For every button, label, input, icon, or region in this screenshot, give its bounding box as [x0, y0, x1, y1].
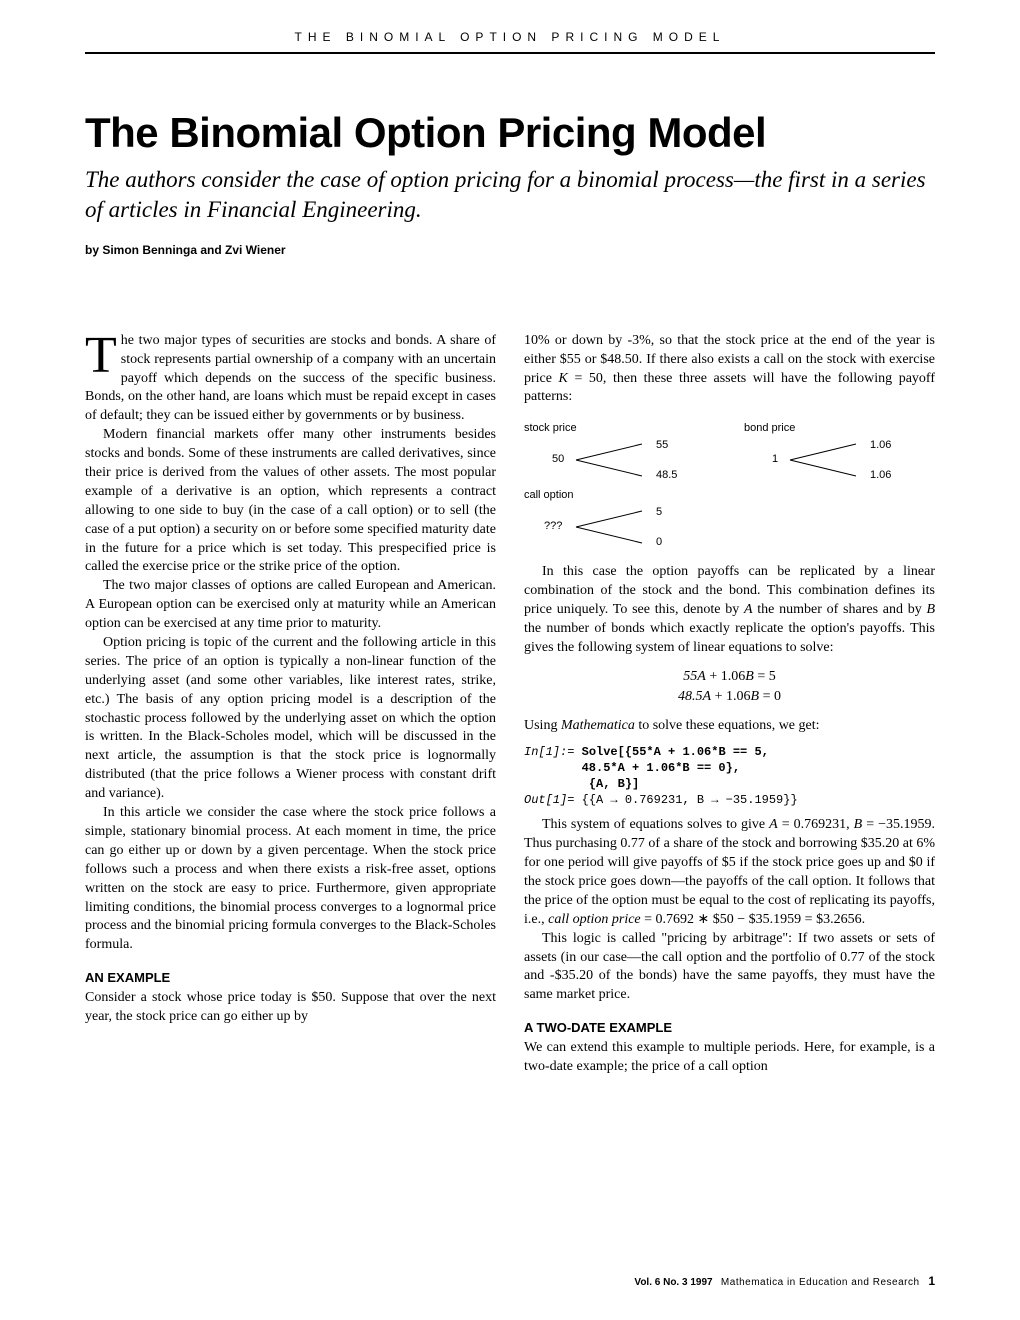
section-heading: A TWO-DATE EXAMPLE	[524, 1019, 935, 1037]
tree-up: 1.06	[870, 438, 891, 453]
tree-up: 55	[656, 438, 668, 453]
code-line: 48.5*A + 1.06*B == 0},	[582, 761, 740, 775]
paragraph: Consider a stock whose price today is $5…	[85, 989, 496, 1027]
page-footer: Vol. 6 No. 3 1997 Mathematica in Educati…	[634, 1274, 935, 1288]
paragraph: Modern financial markets offer many othe…	[85, 426, 496, 577]
code-out-label: Out[1]=	[524, 793, 574, 807]
tree-label: call option	[524, 488, 694, 503]
article-subtitle: The authors consider the case of option …	[85, 165, 935, 225]
footer-journal: Mathematica in Education and Research	[721, 1277, 920, 1288]
paragraph: The two major types of securities are st…	[85, 332, 496, 426]
footer-volume: Vol. 6 No. 3 1997	[634, 1277, 712, 1288]
code-block: In[1]:= Solve[{55*A + 1.06*B == 5, 48.5*…	[524, 744, 935, 809]
code-output: {{A → 0.769231, B → −35.1959}}	[582, 793, 798, 807]
running-head: THE BINOMIAL OPTION PRICING MODEL	[85, 30, 935, 54]
code-line: {A, B}]	[589, 777, 639, 791]
article-title: The Binomial Option Pricing Model	[85, 109, 935, 157]
tree-down: 0	[656, 535, 662, 550]
tree-root: 1	[772, 452, 778, 467]
article-byline: by Simon Benninga and Zvi Wiener	[85, 243, 935, 257]
call-tree: call option ??? 5 0	[524, 488, 694, 549]
footer-page-number: 1	[928, 1274, 935, 1288]
right-column: 10% or down by -3%, so that the stock pr…	[524, 332, 935, 1077]
tree-root: ???	[544, 519, 562, 534]
code-in-label: In[1]:=	[524, 745, 574, 759]
equation: 48.5A + 1.06B = 0	[524, 687, 935, 707]
paragraph: This logic is called "pricing by arbitra…	[524, 930, 935, 1006]
tree-label: bond price	[744, 421, 914, 436]
tree-up: 5	[656, 505, 662, 520]
paragraph: This system of equations solves to give …	[524, 816, 935, 929]
bond-tree: bond price 1 1.06 1.06	[744, 421, 914, 482]
payoff-diagrams: stock price 50 55 48.5 bond price 1	[524, 421, 935, 549]
paragraph: 10% or down by -3%, so that the stock pr…	[524, 332, 935, 408]
equation-block: 55A + 1.06B = 5 48.5A + 1.06B = 0	[524, 667, 935, 706]
paragraph-text: he two major types of securities are sto…	[85, 333, 496, 424]
paragraph: In this article we consider the case whe…	[85, 804, 496, 955]
code-line: Solve[{55*A + 1.06*B == 5,	[582, 745, 769, 759]
left-column: The two major types of securities are st…	[85, 332, 496, 1077]
tree-down: 48.5	[656, 468, 677, 483]
paragraph: The two major classes of options are cal…	[85, 577, 496, 634]
body-columns: The two major types of securities are st…	[85, 332, 935, 1077]
paragraph: Using Mathematica to solve these equatio…	[524, 717, 935, 736]
paragraph: In this case the option payoffs can be r…	[524, 563, 935, 657]
tree-label: stock price	[524, 421, 694, 436]
tree-down: 1.06	[870, 468, 891, 483]
tree-root: 50	[552, 452, 564, 467]
paragraph: Option pricing is topic of the current a…	[85, 634, 496, 804]
stock-tree: stock price 50 55 48.5	[524, 421, 694, 482]
dropcap: T	[85, 332, 121, 378]
equation: 55A + 1.06B = 5	[524, 667, 935, 687]
paragraph: We can extend this example to multiple p…	[524, 1039, 935, 1077]
section-heading: AN EXAMPLE	[85, 969, 496, 987]
